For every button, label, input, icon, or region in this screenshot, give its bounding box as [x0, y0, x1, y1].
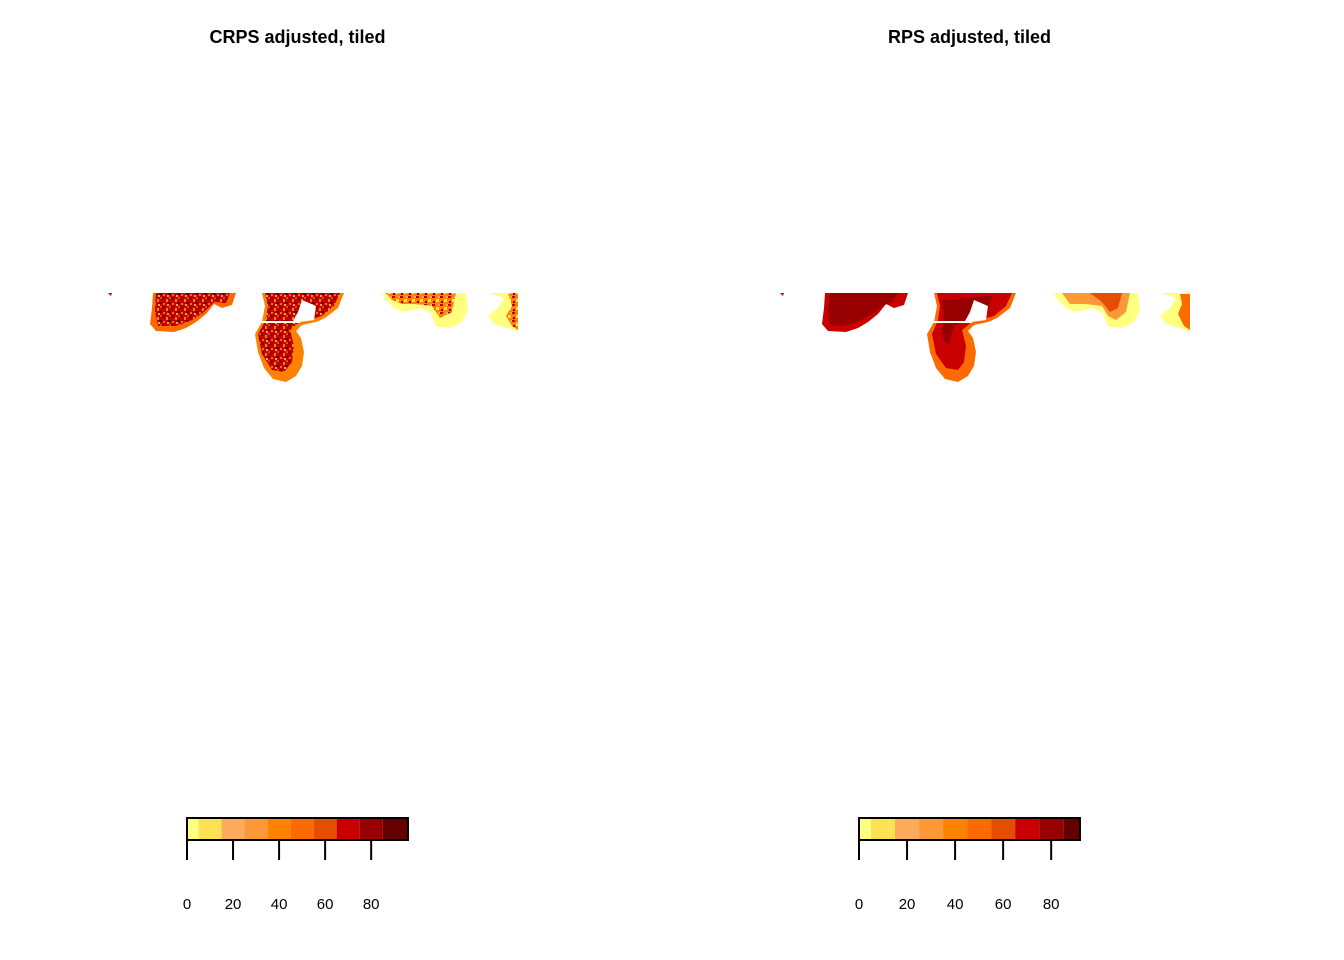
colorbar-swatch	[313, 818, 337, 840]
colorbar-tick-label: 40	[270, 896, 288, 913]
map-region	[828, 293, 898, 326]
colorbar	[186, 817, 409, 860]
colorbar-swatch	[967, 818, 992, 840]
colorbar-swatch	[290, 818, 314, 840]
colorbar-tick-label: 20	[224, 896, 242, 913]
colorbar-tick-label: 0	[182, 896, 192, 913]
colorbar-tick-label: 20	[898, 896, 916, 913]
colorbar-swatch	[943, 818, 968, 840]
colorbar-swatch	[359, 818, 383, 840]
colorbar-border	[858, 817, 1081, 841]
colorbar-swatch	[871, 818, 896, 840]
panel-crps: CRPS adjusted, tiled	[108, 27, 518, 913]
colorbar-tick-label: 60	[994, 896, 1012, 913]
colorbar-tick-label: 0	[854, 896, 864, 913]
colorbar-swatch	[187, 818, 199, 840]
colorbar-swatch	[1063, 818, 1080, 840]
map-region	[1178, 294, 1190, 330]
panel-title: CRPS adjusted, tiled	[209, 27, 386, 47]
map-gap	[964, 300, 988, 323]
map-crps	[108, 293, 518, 382]
map-region	[780, 293, 784, 296]
colorbar-swatch	[244, 818, 268, 840]
colorbar-swatch	[895, 818, 920, 840]
colorbar-border	[186, 817, 409, 841]
map-region	[1090, 293, 1122, 312]
map-gap	[292, 300, 316, 323]
colorbar-swatch	[859, 818, 872, 840]
colorbar-swatch	[382, 818, 408, 840]
panel-title: RPS adjusted, tiled	[887, 27, 1052, 47]
colorbar-swatch	[198, 818, 222, 840]
panel-rps: RPS adjusted, tiled 0 20 40 60 80	[672, 0, 1344, 960]
colorbar-swatch	[267, 818, 291, 840]
colorbar-tick-label: 80	[362, 896, 380, 913]
map-region	[506, 293, 518, 330]
colorbar-tick-label: 60	[316, 896, 334, 913]
colorbar-swatch	[991, 818, 1016, 840]
colorbar-swatch	[336, 818, 360, 840]
colorbar-tick-label: 40	[946, 896, 964, 913]
map-region	[386, 293, 456, 318]
colorbar-swatch	[919, 818, 944, 840]
colorbar-swatch	[1039, 818, 1064, 840]
colorbar-swatch	[1015, 818, 1040, 840]
map-region	[258, 293, 340, 372]
colorbar	[858, 817, 1081, 860]
colorbar-tick-label: 80	[1042, 896, 1060, 913]
colorbar-swatch	[221, 818, 245, 840]
map-rps	[780, 293, 1190, 382]
map-region	[108, 293, 112, 296]
map-region	[155, 293, 230, 326]
